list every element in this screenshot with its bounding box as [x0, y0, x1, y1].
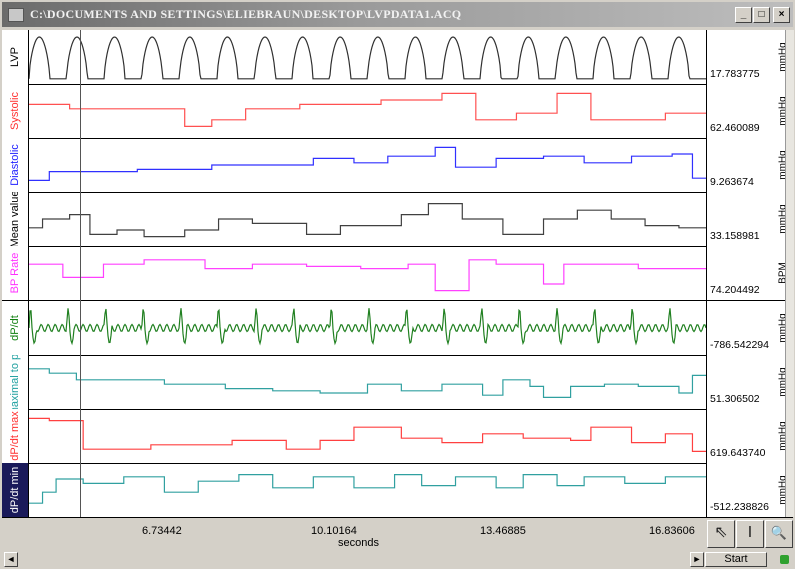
channel-trace-area[interactable] — [29, 138, 706, 192]
channel-label-text: maximal to pe — [9, 355, 21, 409]
channel-label[interactable]: LVP — [2, 30, 29, 84]
channel-row[interactable]: Systolic 62.460089 mmHg — [2, 84, 794, 139]
status-indicator — [780, 555, 789, 564]
channel-row[interactable]: BP Rate 74.204492 BPM — [2, 246, 794, 301]
channel-label[interactable]: dP/dt max — [2, 409, 29, 463]
scroll-left-icon[interactable]: ◄ — [4, 552, 18, 567]
channel-value: 62.460089 — [710, 122, 760, 134]
channel-label[interactable]: Mean value — [2, 192, 29, 246]
channel-readout: 17.783775 mmHg — [706, 30, 794, 84]
channel-value: -786.542294 — [710, 339, 769, 351]
channel-row[interactable]: dP/dt min -512.238826 mmHg — [2, 463, 794, 518]
channel-label-text: dP/dt min — [9, 466, 21, 514]
arrow-tool-icon[interactable]: ⇖ — [707, 520, 735, 548]
channel-readout: 619.643740 mmHg — [706, 409, 794, 463]
x-tick-label: 16.83606 — [649, 525, 695, 537]
window-title: C:\DOCUMENTS AND SETTINGS\ELIEBRAUN\DESK… — [30, 7, 462, 21]
zoom-tool-icon[interactable]: 🔍 — [765, 520, 793, 548]
channel-label[interactable]: Diastolic — [2, 138, 29, 192]
channel-label-text: dP/dt max — [9, 411, 21, 461]
channel-label-text: dP/dt — [9, 315, 21, 341]
channel-label[interactable]: BP Rate — [2, 246, 29, 300]
channel-trace — [29, 368, 706, 398]
x-axis-title: seconds — [338, 537, 379, 549]
channel-trace — [29, 36, 706, 80]
channel-label[interactable]: Systolic — [2, 84, 29, 138]
channel-trace-area[interactable] — [29, 30, 706, 84]
channel-trace — [29, 92, 706, 127]
channel-row[interactable]: dP/dt max 619.643740 mmHg — [2, 409, 794, 464]
time-axis: 6.73442 10.10164 13.46885 16.83606 secon… — [2, 518, 702, 550]
time-cursor[interactable] — [80, 30, 81, 517]
channel-label[interactable]: dP/dt min — [2, 463, 29, 517]
channel-label-text: BP Rate — [9, 252, 21, 294]
channel-readout: 33.158981 mmHg — [706, 192, 794, 246]
channel-row[interactable]: Diastolic 9.263674 mmHg — [2, 138, 794, 193]
channel-trace-area[interactable] — [29, 301, 706, 355]
channel-readout: 74.204492 BPM — [706, 246, 794, 300]
vertical-scrollbar[interactable] — [785, 30, 794, 517]
channel-trace-area[interactable] — [29, 84, 706, 138]
channel-trace — [29, 203, 706, 238]
channel-trace — [29, 308, 706, 346]
channel-label[interactable]: dP/dt — [2, 301, 29, 355]
scroll-right-icon[interactable]: ► — [690, 552, 704, 567]
channel-label-text: LVP — [9, 47, 21, 67]
close-button[interactable]: × — [773, 7, 790, 23]
channel-label-text: Systolic — [9, 92, 21, 130]
document-icon — [8, 8, 24, 22]
channel-readout: 62.460089 mmHg — [706, 84, 794, 138]
x-tick-label: 6.73442 — [142, 525, 182, 537]
maximize-button[interactable]: □ — [753, 7, 770, 23]
channel-readout: 9.263674 mmHg — [706, 138, 794, 192]
title-bar[interactable]: C:\DOCUMENTS AND SETTINGS\ELIEBRAUN\DESK… — [2, 2, 793, 27]
channel-trace-area[interactable] — [29, 463, 706, 517]
x-tick-label: 10.10164 — [311, 525, 357, 537]
channel-readout: -786.542294 mmHg — [706, 301, 794, 355]
channel-value: 33.158981 — [710, 230, 760, 242]
channel-trace — [29, 146, 706, 181]
channel-value: 17.783775 — [710, 68, 760, 80]
channel-readout: 51.306502 mmHg — [706, 355, 794, 409]
channel-trace — [29, 417, 706, 452]
channel-readout: -512.238826 mmHg — [706, 463, 794, 517]
channel-label[interactable]: maximal to pe — [2, 355, 29, 409]
ibeam-tool-icon[interactable]: I — [736, 520, 764, 548]
channel-area[interactable]: LVP 17.783775 mmHg Systolic 62.460089 mmHg Dia… — [2, 30, 794, 518]
channel-row[interactable]: Mean value 33.158981 mmHg — [2, 192, 794, 247]
channel-value: 74.204492 — [710, 284, 760, 296]
channel-trace — [29, 474, 706, 504]
channel-row[interactable]: LVP 17.783775 mmHg — [2, 30, 794, 85]
horizontal-scrollbar[interactable]: ◄ ► Start — [2, 551, 793, 567]
start-button[interactable]: Start — [705, 552, 767, 567]
channel-trace-area[interactable] — [29, 409, 706, 463]
minimize-button[interactable]: _ — [735, 7, 752, 23]
channel-trace-area[interactable] — [29, 355, 706, 409]
tool-palette: ⇖ I 🔍 — [705, 518, 793, 550]
channel-value: 9.263674 — [710, 176, 754, 188]
channel-value: -512.238826 — [710, 501, 769, 513]
channel-row[interactable]: dP/dt -786.542294 mmHg — [2, 301, 794, 356]
channel-value: 51.306502 — [710, 393, 760, 405]
channel-value: 619.643740 — [710, 447, 766, 459]
channel-trace-area[interactable] — [29, 246, 706, 300]
channel-row[interactable]: maximal to pe 51.306502 mmHg — [2, 355, 794, 410]
channel-label-text: Mean value — [9, 192, 21, 246]
channel-trace-area[interactable] — [29, 192, 706, 246]
x-tick-label: 13.46885 — [480, 525, 526, 537]
channel-trace — [29, 259, 706, 292]
channel-label-text: Diastolic — [9, 144, 21, 186]
